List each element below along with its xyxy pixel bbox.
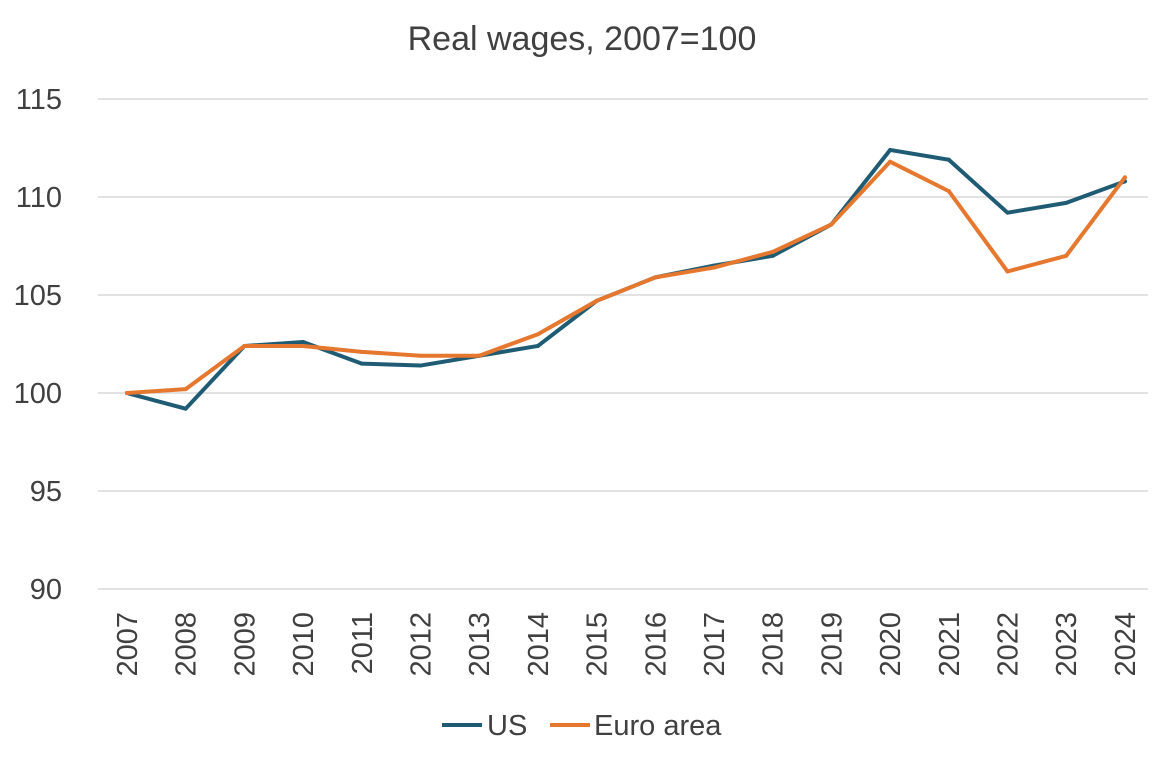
- data-point-us: [301, 340, 306, 345]
- series-line-us: [125, 147, 1127, 411]
- data-point-euro-area: [477, 353, 482, 358]
- data-point-us: [418, 363, 423, 368]
- legend-label: US: [487, 710, 527, 742]
- gridlines: [98, 98, 1148, 590]
- data-point-euro-area: [946, 189, 951, 194]
- data-point-euro-area: [653, 275, 658, 280]
- x-tick-label: 2021: [934, 612, 966, 677]
- x-tick-label: 2019: [816, 612, 848, 677]
- data-point-us: [888, 147, 893, 152]
- data-point-us: [946, 157, 951, 162]
- data-point-euro-area: [1122, 175, 1127, 180]
- y-tick-label: 90: [30, 574, 62, 606]
- data-point-euro-area: [770, 249, 775, 254]
- data-point-euro-area: [594, 298, 599, 303]
- data-point-euro-area: [535, 332, 540, 337]
- x-tick-label: 2007: [112, 612, 144, 677]
- data-point-euro-area: [301, 343, 306, 348]
- legend-label: Euro area: [594, 710, 722, 742]
- data-point-euro-area: [183, 387, 188, 392]
- data-point-us: [183, 406, 188, 411]
- data-point-us: [1064, 200, 1069, 205]
- data-point-euro-area: [242, 343, 247, 348]
- series-line-euro-area: [125, 159, 1127, 395]
- x-tick-label: 2023: [1051, 612, 1083, 677]
- x-tick-label: 2022: [993, 612, 1025, 677]
- x-tick-label: 2020: [875, 612, 907, 677]
- x-tick-label: 2011: [347, 612, 379, 674]
- data-point-euro-area: [1064, 253, 1069, 258]
- x-tick-label: 2017: [699, 612, 731, 677]
- x-tick-label: 2013: [464, 612, 496, 677]
- y-axis-ticks: 90 95 100 105 110 115: [14, 84, 62, 606]
- data-point-euro-area: [125, 391, 129, 395]
- x-tick-label: 2010: [288, 612, 320, 677]
- y-tick-label: 105: [14, 280, 62, 312]
- x-tick-label: 2024: [1110, 612, 1142, 677]
- data-point-euro-area: [712, 265, 716, 270]
- data-point-euro-area: [1005, 269, 1010, 274]
- x-tick-label: 2018: [758, 612, 790, 677]
- y-tick-label: 100: [14, 378, 62, 410]
- x-tick-label: 2015: [582, 612, 614, 677]
- x-tick-label: 2014: [523, 612, 555, 677]
- data-point-euro-area: [418, 353, 423, 358]
- y-tick-label: 95: [30, 476, 62, 508]
- series-lines: [125, 147, 1127, 411]
- x-tick-label: 2012: [406, 612, 438, 677]
- y-tick-label: 115: [16, 84, 62, 116]
- data-point-euro-area: [359, 349, 364, 354]
- data-point-us: [1005, 210, 1010, 215]
- data-point-us: [535, 343, 540, 348]
- chart-title: Real wages, 2007=100: [408, 20, 757, 58]
- x-axis-ticks: 2007 2008 2009 2010 2011 2012 2013 2014 2015 2016…: [112, 612, 1142, 677]
- x-tick-label: 2016: [640, 612, 672, 677]
- data-point-us: [359, 361, 364, 366]
- y-tick-label: 110: [16, 182, 62, 214]
- x-tick-label: 2008: [171, 612, 203, 677]
- legend: US Euro area: [442, 710, 722, 742]
- data-point-euro-area: [888, 159, 893, 164]
- x-tick-label: 2009: [229, 612, 261, 677]
- data-point-us: [770, 253, 775, 258]
- data-point-euro-area: [829, 222, 834, 227]
